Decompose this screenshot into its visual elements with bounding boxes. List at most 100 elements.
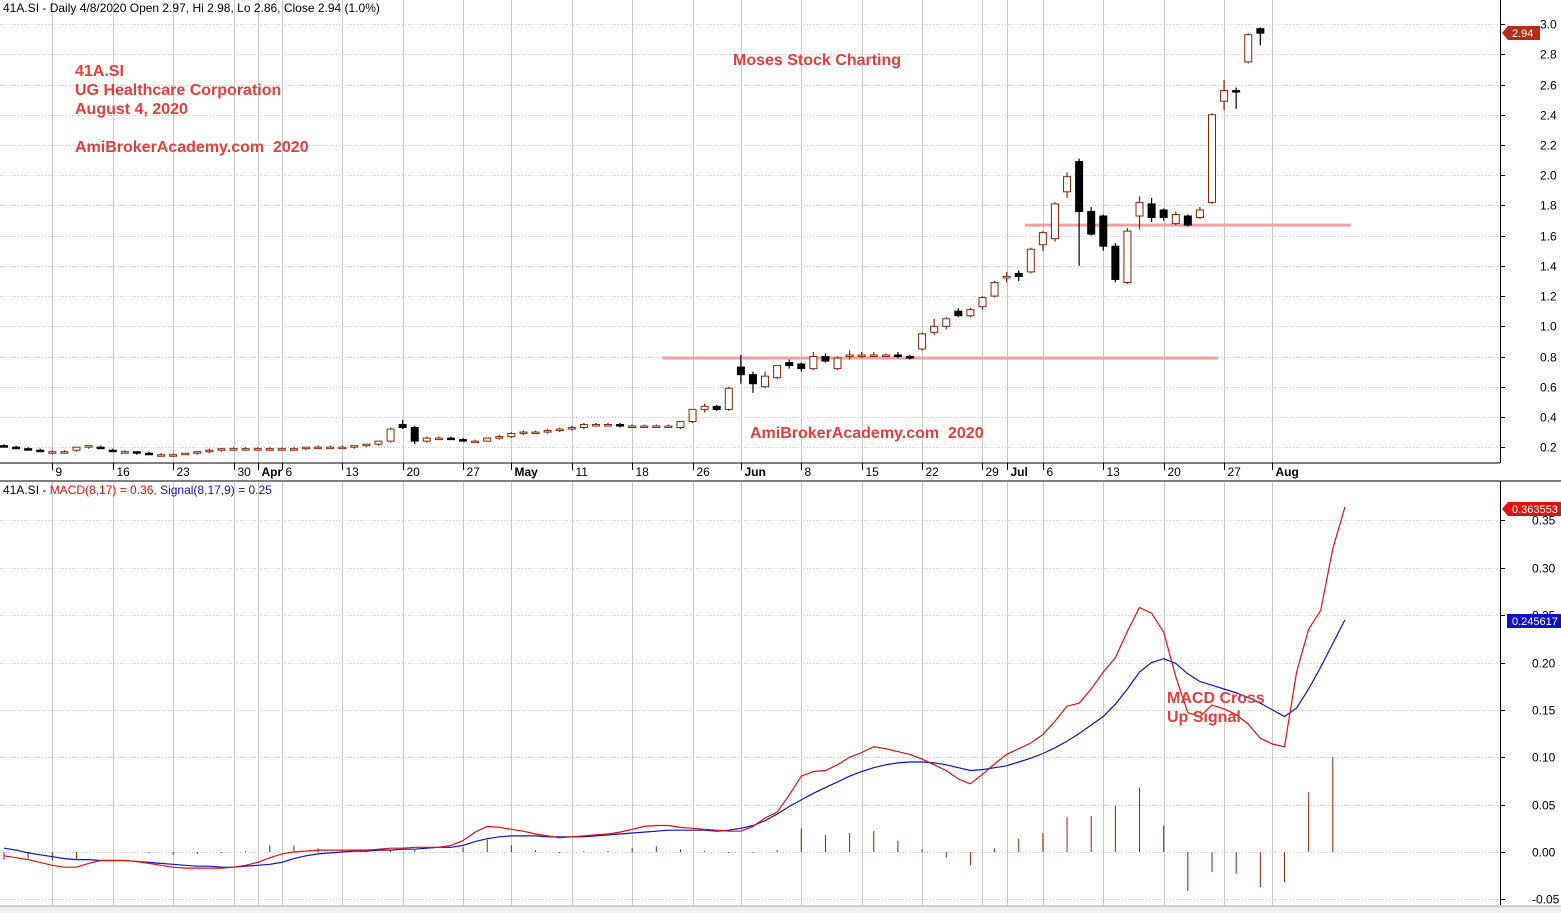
- x-tick-label: 27: [1228, 465, 1242, 479]
- candle-body: [821, 356, 830, 362]
- candle-body: [314, 446, 323, 450]
- candle-body: [398, 424, 407, 429]
- candle: [12, 445, 21, 450]
- x-tick-label: Jun: [745, 465, 766, 479]
- candle-body: [229, 448, 238, 451]
- candle: [1099, 214, 1108, 251]
- candle: [1159, 208, 1168, 221]
- candle: [821, 353, 830, 363]
- x-tick-label: 29: [986, 465, 1000, 479]
- candle: [374, 440, 383, 446]
- candlesticks: [0, 27, 1265, 457]
- candle: [519, 430, 528, 436]
- sheet-tab-strip[interactable]: [0, 905, 1561, 913]
- candle-body: [338, 446, 347, 450]
- candle: [1063, 172, 1072, 198]
- candle-body: [869, 354, 878, 358]
- x-tick-label: Apr: [262, 465, 283, 479]
- candle: [1038, 231, 1047, 251]
- macd-y-tick-label: 0.00: [1532, 846, 1556, 860]
- price-y-tick-label: 0.4: [1540, 411, 1557, 425]
- candle: [181, 452, 190, 456]
- candle: [845, 350, 854, 360]
- candle-body: [169, 454, 178, 457]
- candle-body: [1075, 161, 1084, 212]
- candle-body: [591, 424, 600, 427]
- last-price-tag-text: 2.94: [1512, 28, 1533, 40]
- candle: [773, 365, 782, 380]
- candle-body: [72, 446, 81, 451]
- candle-body: [1208, 114, 1216, 203]
- candle: [1220, 80, 1229, 111]
- candle: [785, 359, 794, 369]
- candle-body: [1171, 213, 1180, 225]
- candle-body: [1099, 215, 1108, 247]
- candle: [495, 435, 504, 440]
- candle-body: [302, 446, 310, 450]
- macd-y-tick-label: 0.15: [1532, 704, 1556, 718]
- candle-body: [1014, 272, 1023, 277]
- candle: [338, 445, 347, 450]
- annotation-site-top: AmiBrokerAcademy.com 2020: [75, 139, 309, 156]
- candle: [567, 426, 576, 431]
- candle-body: [966, 309, 975, 317]
- candle: [736, 355, 745, 384]
- candle: [555, 427, 564, 433]
- macd-header-signal: Signal(8,17,9) = 0.25: [160, 483, 272, 497]
- x-tick-label: 9: [56, 465, 63, 479]
- price-grid: [0, 0, 1500, 463]
- candle: [954, 308, 963, 318]
- candle: [966, 308, 975, 318]
- candle: [60, 450, 69, 454]
- candle-body: [193, 451, 202, 454]
- candle-body: [350, 445, 359, 448]
- candle: [422, 436, 431, 443]
- candle: [1256, 27, 1265, 46]
- candle-body: [1159, 209, 1168, 219]
- candle: [314, 445, 323, 450]
- price-y-tick-label: 2.6: [1540, 79, 1557, 93]
- candle-body: [893, 354, 902, 358]
- candle-body: [1244, 34, 1253, 63]
- candle-body: [362, 443, 371, 447]
- candle-body: [712, 405, 721, 410]
- candle: [253, 447, 262, 451]
- candle-body: [1220, 90, 1229, 102]
- macd-line: [3, 506, 1346, 869]
- price-y-tick-label: 2.2: [1540, 139, 1557, 153]
- candle: [833, 356, 842, 371]
- candle: [350, 445, 359, 449]
- price-y-tick-label: 1.0: [1540, 320, 1557, 334]
- candle-body: [700, 405, 709, 410]
- candle-body: [833, 357, 842, 370]
- x-tick-label: 13: [346, 465, 360, 479]
- candle: [217, 448, 226, 452]
- candle-body: [374, 440, 383, 445]
- candle: [241, 447, 250, 451]
- candle-body: [604, 424, 612, 427]
- x-tick-label: 23: [177, 465, 191, 479]
- candle: [108, 448, 117, 453]
- macd-grid: [0, 482, 1500, 905]
- candle-body: [12, 446, 21, 450]
- candle: [990, 280, 999, 298]
- price-pane-header: 41A.SI - Daily 4/8/2020 Open 2.97, Hi 2.…: [3, 1, 380, 15]
- candle: [1171, 211, 1180, 226]
- candle: [531, 430, 540, 435]
- candle-body: [857, 354, 866, 358]
- signal-value-tag-text: 0.245617: [1512, 616, 1558, 628]
- candle: [1135, 196, 1144, 230]
- candle-body: [289, 448, 298, 451]
- candle-body: [483, 437, 492, 442]
- candle: [302, 446, 310, 451]
- candle-body: [181, 452, 190, 456]
- macd-pane-header: 41A.SI - MACD(8,17) = 0.36, Signal(8,17,…: [3, 483, 272, 497]
- last-price-tag: 2.94: [1502, 26, 1540, 40]
- x-tick-label: 22: [926, 465, 940, 479]
- candle-body: [1256, 28, 1265, 34]
- x-tick-label: 26: [697, 465, 711, 479]
- candle-body: [120, 451, 129, 454]
- candle: [1244, 33, 1253, 64]
- candle-body: [277, 448, 286, 451]
- candle-body: [1050, 203, 1059, 240]
